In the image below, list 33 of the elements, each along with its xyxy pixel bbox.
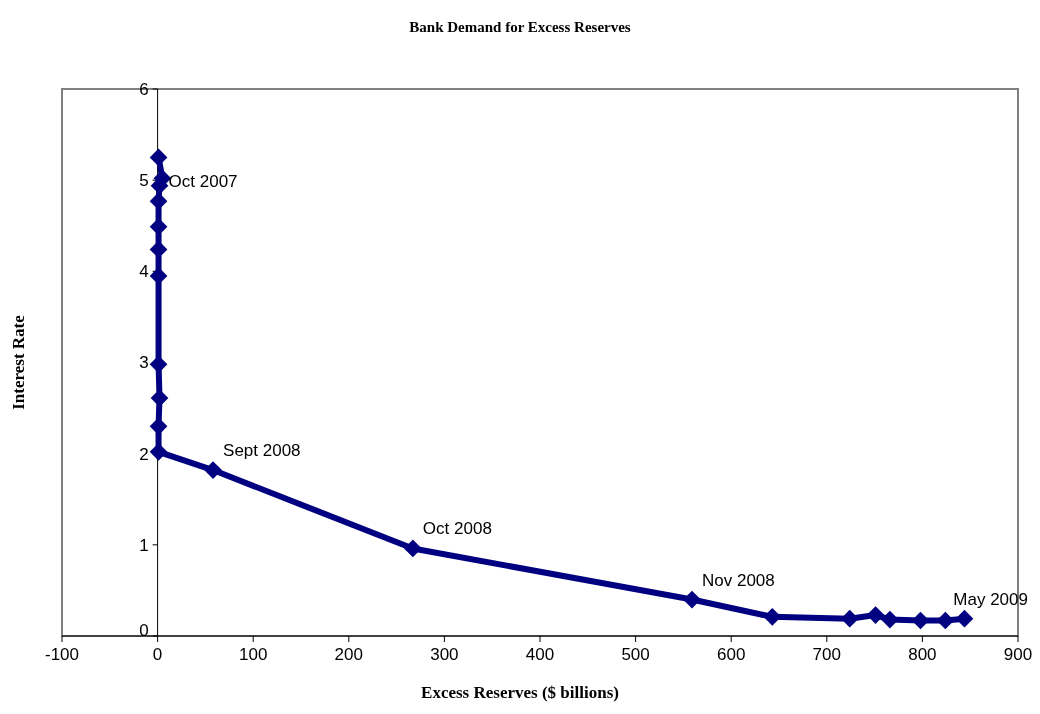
point [403, 539, 422, 558]
point [149, 267, 168, 285]
annotation: Nov 2008 [702, 570, 775, 590]
x-tick-label: 100 [239, 645, 268, 664]
annotation: Oct 2008 [422, 519, 492, 539]
y-tick-label: 3 [139, 353, 149, 373]
x-tick-label: 300 [430, 645, 459, 664]
x-tick-label: -100 [44, 645, 80, 664]
x-tick-label: 400 [525, 645, 555, 664]
x-axis-title: Excess Reserves ($ billions) [421, 683, 619, 702]
x-tick-label: 800 [908, 645, 937, 664]
x-tick-label: 700 [812, 645, 841, 664]
x-tick-label: 500 [621, 645, 650, 664]
point [149, 148, 168, 167]
y-tick-label: 2 [139, 444, 149, 464]
point [204, 461, 222, 479]
annotation: Oct 2007 [168, 172, 238, 192]
point [683, 590, 701, 609]
y-tick-label: 1 [139, 535, 149, 555]
x-tick-label: 200 [334, 645, 363, 664]
point [150, 389, 169, 407]
annotation: Sept 2008 [223, 441, 301, 461]
point [866, 606, 885, 624]
x-tick-label: 600 [717, 645, 746, 664]
y-tick-label: 5 [139, 171, 149, 191]
x-tick-label: 900 [1003, 645, 1033, 664]
y-axis-title: Interest Rate [9, 314, 28, 410]
x-tick-label: 0 [152, 645, 163, 664]
chart-title: Bank Demand for Excess Reserves [409, 19, 631, 35]
y-tick-label: 6 [139, 79, 149, 99]
annotation: May 2009 [953, 589, 1028, 609]
point [955, 609, 974, 628]
y-tick-label: 4 [139, 262, 149, 282]
